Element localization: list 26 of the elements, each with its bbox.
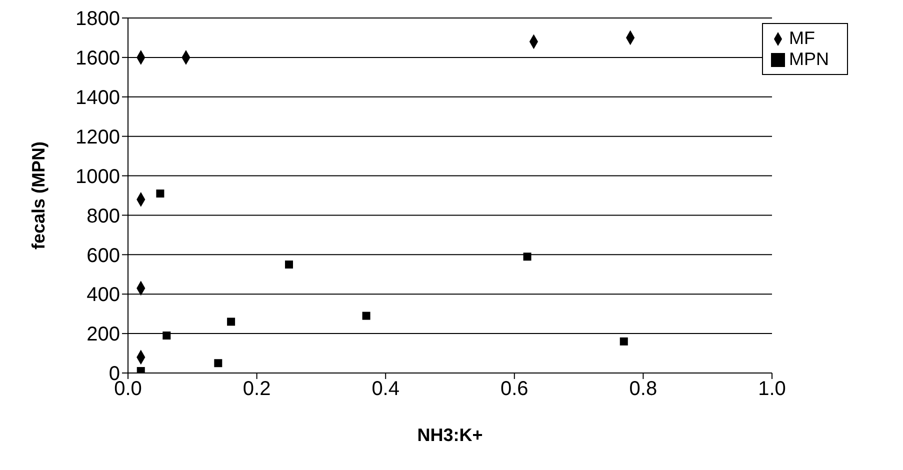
legend-label: MF [789, 28, 815, 48]
point [214, 359, 222, 368]
y-tick-label: 1000 [76, 166, 120, 188]
x-tick-label: 0.4 [372, 378, 400, 400]
y-tick-label: 1800 [76, 8, 120, 30]
x-tick-label: 1.0 [758, 378, 786, 400]
y-axis-title: fecals (MPN) [28, 141, 48, 250]
point [156, 190, 164, 198]
point [227, 318, 236, 326]
point [162, 332, 171, 340]
legend-label: MPN [789, 49, 829, 69]
point [620, 337, 628, 346]
y-tick-label: 800 [86, 205, 120, 228]
x-axis-title: NH3:K+ [417, 424, 483, 445]
point [523, 252, 532, 261]
x-tick-label: 0.2 [242, 378, 271, 400]
point [362, 312, 370, 320]
y-tick-label: 1400 [76, 86, 120, 109]
y-tick-label: 200 [86, 324, 120, 346]
x-tick-label: 0.6 [500, 378, 528, 400]
y-tick-label: 400 [86, 284, 120, 306]
y-tick-label: 1200 [76, 126, 120, 148]
y-tick-label: 1600 [76, 48, 120, 70]
x-tick-label: 0.8 [629, 378, 658, 400]
y-tick-label: 600 [86, 244, 120, 267]
point [285, 260, 293, 269]
